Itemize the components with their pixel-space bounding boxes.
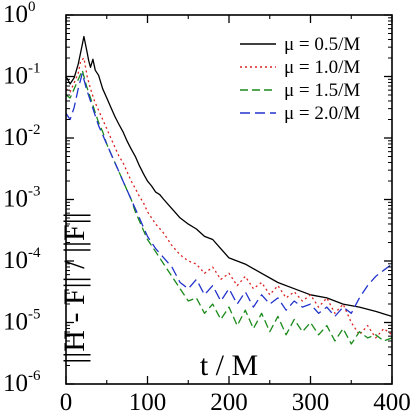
y-tick-label: 10-6 — [3, 368, 41, 397]
y-tick-label: 10-2 — [3, 122, 41, 151]
y-tick-exponent: -2 — [28, 122, 41, 138]
y-tick-label: 10-3 — [3, 184, 41, 213]
y-tick-exponent: -3 — [28, 184, 41, 200]
x-tick-label: 100 — [129, 389, 167, 415]
y-tick-exponent: -5 — [28, 307, 41, 323]
legend-label: μ = 1.5/M — [284, 80, 360, 101]
legend-label: μ = 1.0/M — [284, 57, 360, 78]
y-tick-base: 10 — [3, 186, 28, 213]
legend-label: μ = 2.0/M — [284, 103, 360, 124]
series-line-3 — [66, 69, 392, 345]
x-axis-title: t / M — [200, 349, 258, 382]
x-tick-label: 200 — [210, 389, 248, 415]
y-tick-exponent: 0 — [28, 0, 36, 15]
y-axis-title: ||H - F|| / ||F|| — [58, 212, 91, 363]
series-line-2 — [66, 57, 392, 339]
y-tick-base: 10 — [3, 247, 28, 274]
x-tick-label: 400 — [373, 389, 411, 415]
legend-label: μ = 0.5/M — [284, 34, 360, 55]
y-tick-label: 10-1 — [3, 61, 41, 90]
y-tick-exponent: -4 — [28, 245, 41, 261]
series-layer — [66, 35, 392, 345]
series-line-4 — [66, 72, 392, 318]
y-tick-label: 10-4 — [3, 245, 41, 274]
series-line-1 — [66, 35, 392, 318]
y-tick-label: 100 — [3, 0, 36, 28]
x-tick-label: 300 — [292, 389, 330, 415]
y-tick-exponent: -1 — [28, 61, 41, 77]
y-tick-base: 10 — [3, 370, 28, 397]
y-tick-base: 10 — [3, 309, 28, 336]
y-tick-base: 10 — [3, 124, 28, 151]
x-tick-label: 0 — [60, 389, 73, 415]
legend: μ = 0.5/Mμ = 1.0/Mμ = 1.5/Mμ = 2.0/M — [240, 34, 360, 124]
y-tick-base: 10 — [3, 1, 28, 28]
y-tick-exponent: -6 — [28, 368, 41, 384]
y-tick-label: 10-5 — [3, 307, 41, 336]
y-tick-base: 10 — [3, 63, 28, 90]
